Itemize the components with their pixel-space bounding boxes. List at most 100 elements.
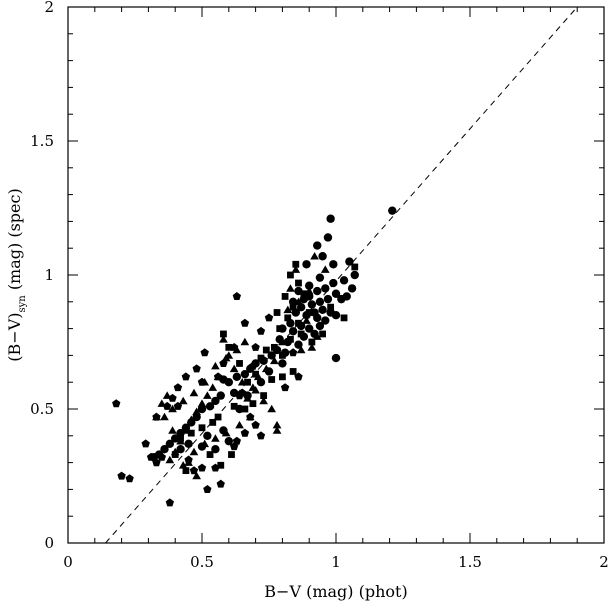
square-point [292,260,300,268]
circle-point [205,402,215,411]
square-point [351,263,359,271]
triangle-point [186,415,196,423]
square-point [300,290,308,298]
square-point [217,461,225,469]
plot-frame [67,6,605,544]
circle-point [315,321,325,331]
pentagon-point [152,412,161,421]
circle-point [184,439,193,449]
pentagon-point [163,401,172,410]
triangle-point [178,461,188,469]
square-point [187,429,195,437]
x-tick-label: 1 [331,553,341,571]
triangle-point [272,420,282,429]
circle-point [331,289,341,298]
square-point [281,293,289,300]
triangle-point [251,386,260,394]
pentagon-point [216,479,225,488]
circle-point [315,297,325,306]
pentagon-point [280,383,290,392]
square-point [209,419,217,426]
square-point [230,402,238,410]
circle-point [313,286,322,296]
reference-dashed-line [105,6,578,544]
pentagon-point [200,348,209,357]
square-point [305,309,313,316]
triangle-point [291,265,301,273]
square-point [182,467,190,475]
y-axis-title: (B−V)syn (mag) (spec) [5,188,28,361]
y-tick-label: 1.5 [30,132,54,150]
pentagon-point [240,428,250,437]
triangle-point [278,337,287,346]
square-point [276,325,284,332]
x-tick-label: 2 [599,553,609,571]
square-point [262,346,270,354]
circle-point [321,316,330,325]
circle-point [331,353,341,363]
square-point [236,360,243,367]
circle-point [232,372,242,382]
triangle-point [192,471,201,480]
pentagon-point [288,348,298,357]
triangle-point [208,383,218,391]
square-point [252,370,259,378]
triangle-point [240,337,250,346]
circle-point [302,260,311,269]
y-axis-title-main: (B−V) [5,313,24,362]
circle-point [342,292,351,301]
pentagon-point [146,452,156,461]
pentagon-point [184,455,193,464]
square-point [308,338,316,346]
circle-point [318,305,327,315]
circle-point [216,391,225,400]
square-point [206,451,214,458]
pentagon-point [173,401,183,410]
pentagon-point [246,412,255,421]
triangle-point [270,356,279,365]
square-point [220,330,227,338]
y-tick-label: 0.5 [30,400,54,418]
triangle-point [283,305,293,314]
triangle-point [211,434,220,442]
triangle-point [229,364,239,373]
pentagon-point [230,343,239,351]
square-point [295,279,302,287]
axis-tick-labels: 0 0.5 1 1.5 2 0 0.5 1 1.5 2 [30,0,609,571]
pentagon-point [192,364,201,373]
circle-point [211,396,220,406]
circle-point [350,270,359,280]
triangle-point [168,404,177,413]
pentagon-point [157,452,166,461]
triangle-point [178,396,188,405]
triangle-point [286,284,295,292]
circle-point [305,281,314,290]
pentagon-point [117,471,126,480]
circle-point [305,324,314,333]
triangle-point [302,316,311,324]
square-point [289,368,297,375]
square-point [228,451,235,458]
pentagon-point [256,431,266,440]
triangle-point [219,335,228,343]
circle-point [329,260,338,269]
square-point [319,330,326,338]
circle-point [278,359,287,368]
square-point [287,271,294,279]
triangle-point [312,332,322,340]
circle-point [329,278,338,288]
triangle-point [165,455,175,464]
triangle-point [262,364,271,373]
circle-point [288,327,298,336]
triangle-point [200,439,209,448]
triangle-point [160,412,169,421]
circle-point [224,436,233,446]
triangle-point [259,396,268,405]
circle-point [321,284,330,293]
pentagon-point [141,439,150,448]
y-tick-label: 2 [44,0,54,16]
pentagon-point [203,485,212,493]
data-points [112,206,397,507]
square-point [244,378,251,386]
